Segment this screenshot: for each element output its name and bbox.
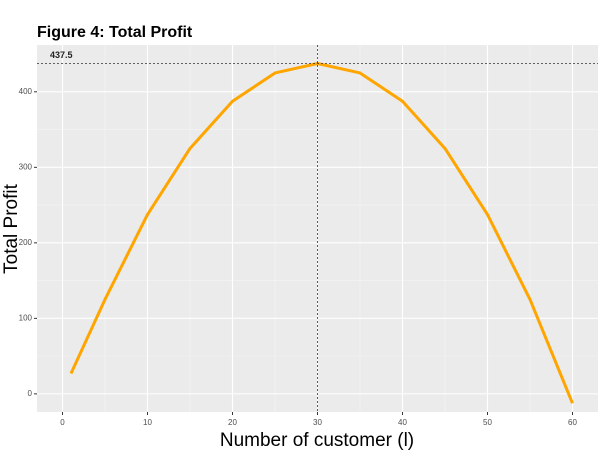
x-tick-label: 30 [313,418,322,427]
y-tick-label: 0 [28,389,33,398]
x-axis-label: Number of customer (l) [220,430,414,451]
chart-title: Figure 4: Total Profit [37,24,193,41]
x-tick-label: 0 [60,418,65,427]
x-tick-label: 60 [568,418,577,427]
y-axis-label: Total Profit [1,183,22,273]
annotation: 437.5 [50,50,73,60]
x-tick-label: 20 [228,418,237,427]
y-tick-label: 100 [19,313,33,322]
x-tick-label: 50 [483,418,492,427]
x-tick-label: 10 [143,418,152,427]
y-tick-label: 300 [19,162,33,171]
y-tick-label: 400 [19,87,33,96]
y-tick-label: 200 [19,238,33,247]
x-tick-label: 40 [398,418,407,427]
